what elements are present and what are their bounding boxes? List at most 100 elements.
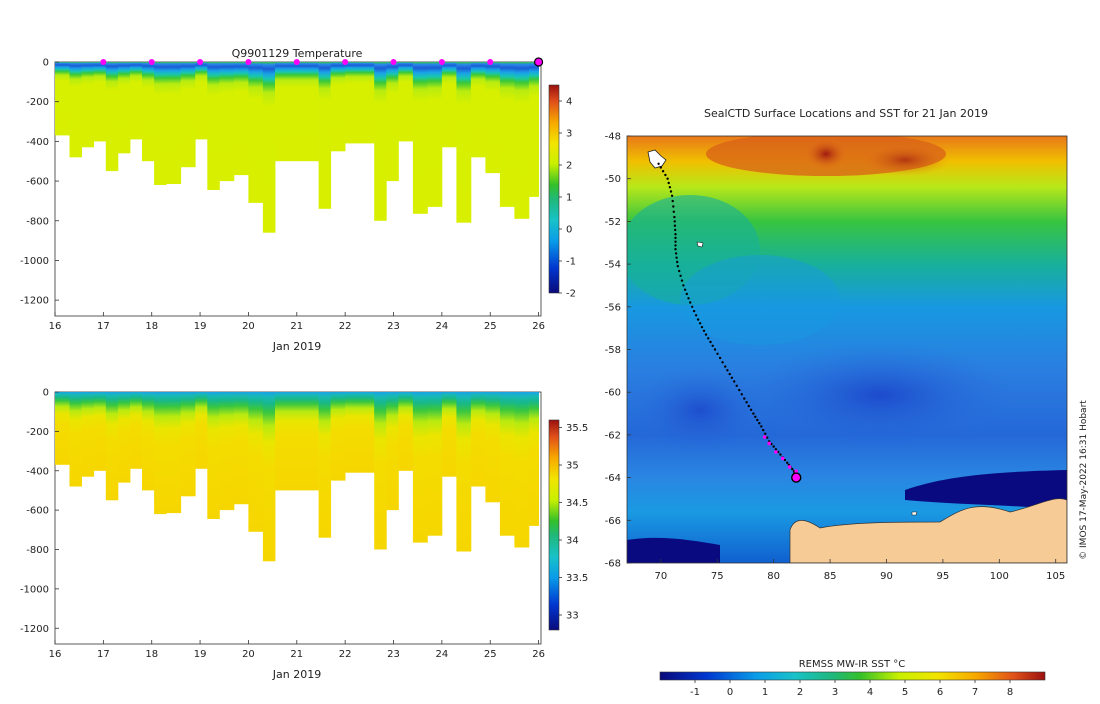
temperature-x-axis-label: Jan 2019 <box>272 340 321 353</box>
sst-colorbar-tick-label: 6 <box>937 687 943 698</box>
temperature-profile-columns <box>55 62 539 233</box>
track-point <box>657 162 660 165</box>
track-point <box>674 236 677 240</box>
profile-column <box>412 392 428 543</box>
profile-column <box>55 392 70 465</box>
profile-column <box>166 392 182 514</box>
temperature-surface-markers <box>100 57 544 67</box>
map-x-tick-label: 85 <box>824 571 837 582</box>
track-point <box>674 233 677 236</box>
track-point <box>764 432 767 435</box>
profile-column <box>374 392 387 550</box>
profile-column <box>330 62 346 152</box>
surface-marker <box>390 59 397 65</box>
profile-column <box>441 392 457 477</box>
recent-position <box>762 435 767 439</box>
profile-column <box>456 62 472 223</box>
track-point <box>673 215 676 219</box>
profile-column <box>330 392 346 481</box>
colorbar-tick-label: 0 <box>566 225 572 236</box>
profile-column <box>470 392 486 487</box>
temperature-x-ticks: 16 17 18 19 20 21 22 23 24 25 26 <box>49 312 545 332</box>
profile-column <box>301 392 319 491</box>
profile-column <box>130 392 143 469</box>
recent-position <box>780 456 785 461</box>
profile-column <box>289 62 302 162</box>
salinity-x-ticks: 16 17 18 19 20 21 22 23 24 25 26 <box>49 640 545 660</box>
map-y-tick-label: -48 <box>605 132 621 143</box>
warm-core-east <box>860 144 950 176</box>
profile-column <box>219 62 235 182</box>
y-tick-label: 0 <box>43 58 49 69</box>
profile-column <box>441 62 457 148</box>
track-point <box>696 318 700 321</box>
map-y-tick-label: -64 <box>605 473 621 484</box>
x-tick-label: 25 <box>484 649 497 660</box>
profile-column <box>69 392 82 487</box>
track-point <box>671 199 674 203</box>
temperature-chart-title: Q9901129 Temperature <box>232 47 363 60</box>
current-profile-marker <box>533 57 544 67</box>
sst-colorbar-tick-label: 3 <box>832 687 838 698</box>
profile-column <box>248 392 264 532</box>
track-point <box>674 244 677 247</box>
profile-column <box>485 62 501 174</box>
salinity-colorbar-ticks: 33 33.5 34 34.5 35 35.5 <box>559 423 588 622</box>
colorbar-tick-label: 4 <box>566 97 572 108</box>
y-tick-label: -1200 <box>20 624 49 635</box>
profile-column <box>81 62 95 148</box>
track-point <box>702 329 706 332</box>
x-tick-label: 23 <box>387 649 400 660</box>
x-tick-label: 21 <box>290 649 303 660</box>
x-tick-label: 21 <box>290 321 303 332</box>
cold-patch-2 <box>630 365 770 455</box>
colorbar-tick-label: -1 <box>566 257 576 268</box>
profile-column <box>262 62 276 233</box>
x-tick-label: 20 <box>242 321 255 332</box>
cold-patch-1 <box>740 340 1020 450</box>
salinity-y-ticks: 0 -200 -400 -600 -800 -1000 -1200 <box>20 388 59 635</box>
recent-position <box>767 441 771 446</box>
x-tick-label: 18 <box>145 321 158 332</box>
map-x-tick-label: 100 <box>990 571 1009 582</box>
profile-column <box>357 62 375 144</box>
profile-column <box>93 62 107 142</box>
map-x-tick-label: 70 <box>654 571 667 582</box>
profile-column <box>105 392 119 501</box>
sst-colorbar-label: REMSS MW-IR SST °C <box>799 659 906 670</box>
profile-column <box>142 392 155 491</box>
y-tick-label: -200 <box>26 97 49 108</box>
credit-text: © IMOS 17-May-2022 16:31 Hobart <box>1079 400 1089 560</box>
y-tick-label: -400 <box>26 137 49 148</box>
map-x-tick-label: 80 <box>767 571 780 582</box>
sst-colorbar-tick-label: 7 <box>972 687 978 698</box>
profile-column <box>275 62 290 162</box>
track-point <box>724 365 727 368</box>
colorbar-tick-label: -2 <box>566 289 576 300</box>
colorbar-tick-label: 34.5 <box>566 498 588 509</box>
y-tick-label: -800 <box>26 545 49 556</box>
track-point <box>754 415 757 418</box>
sst-field <box>627 136 1067 563</box>
track-point <box>667 181 670 185</box>
map-x-tick-label: 95 <box>937 571 950 582</box>
track-point <box>704 333 708 336</box>
profile-column <box>154 392 167 515</box>
profile-column <box>345 392 358 473</box>
profile-column <box>514 62 530 219</box>
blue-tongue <box>680 255 840 345</box>
track-point <box>738 388 741 392</box>
track-point <box>672 205 675 208</box>
y-tick-label: -600 <box>26 177 49 188</box>
temperature-colorbar <box>548 84 560 294</box>
track-point <box>673 224 677 227</box>
y-tick-label: -1000 <box>20 256 49 267</box>
track-point <box>683 288 687 291</box>
track-point <box>694 314 698 317</box>
track-point <box>716 352 719 355</box>
profile-column <box>398 62 414 142</box>
x-tick-label: 24 <box>435 321 448 332</box>
sst-colorbar-tick-label: 0 <box>727 687 733 698</box>
surface-marker <box>197 59 204 65</box>
